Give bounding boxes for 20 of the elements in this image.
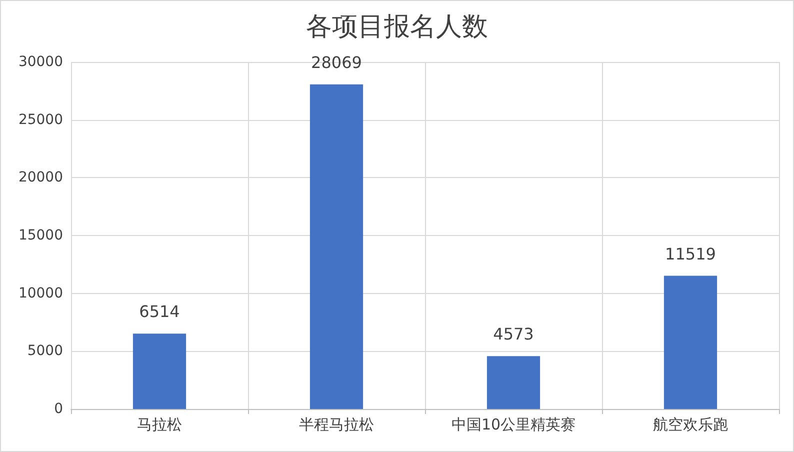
data-label: 6514 bbox=[139, 302, 180, 322]
bar bbox=[486, 356, 540, 409]
x-tick-label: 半程马拉松 bbox=[299, 416, 374, 434]
y-tick-label: 0 bbox=[54, 401, 63, 417]
y-tick-label: 15000 bbox=[18, 228, 63, 244]
data-label: 11519 bbox=[665, 244, 716, 264]
y-tick-label: 20000 bbox=[18, 170, 63, 186]
x-tick-label: 中国10公里精英赛 bbox=[451, 416, 576, 434]
y-tick-label: 30000 bbox=[18, 54, 63, 70]
y-tick-label: 25000 bbox=[18, 112, 63, 128]
bar bbox=[664, 276, 718, 409]
data-label: 4573 bbox=[493, 324, 534, 344]
bar bbox=[310, 84, 364, 409]
data-label: 28069 bbox=[311, 52, 362, 72]
x-tick-label: 马拉松 bbox=[137, 416, 182, 434]
y-tick-label: 10000 bbox=[18, 285, 63, 302]
x-tick-label: 航空欢乐跑 bbox=[653, 416, 728, 434]
y-tick-label: 5000 bbox=[27, 343, 63, 360]
bar bbox=[132, 334, 186, 409]
chart-title: 各项目报名人数 bbox=[306, 12, 488, 42]
